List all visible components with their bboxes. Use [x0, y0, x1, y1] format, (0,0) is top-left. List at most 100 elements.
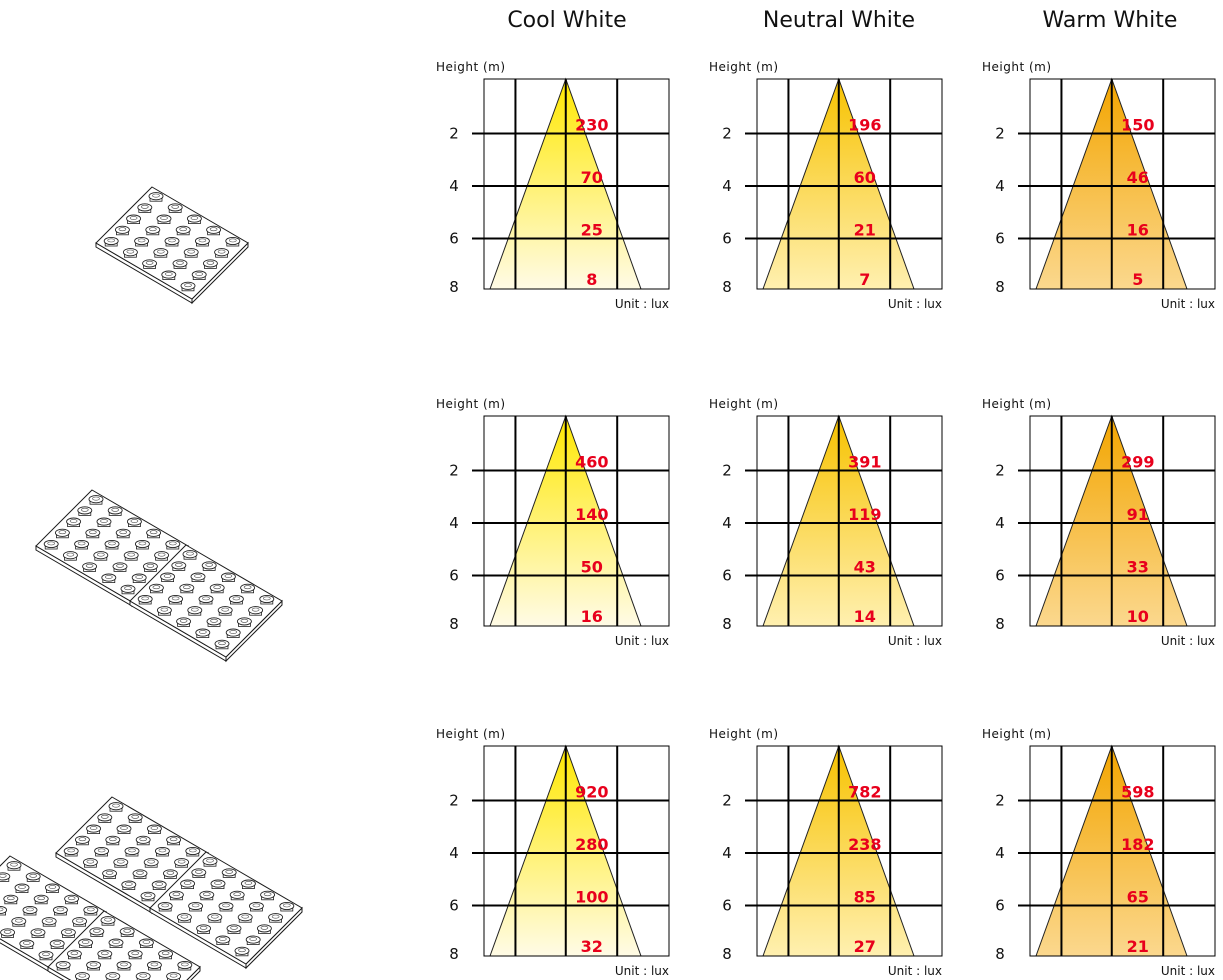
lux-value-label: 391 [848, 452, 881, 471]
luminaire-2-panels [35, 489, 283, 663]
height-tick-label: 6 [722, 230, 732, 248]
height-tick-label: 2 [722, 125, 732, 143]
lux-value-label: 119 [848, 505, 881, 524]
beam-chart-cool-white-row-2: Height (m) 2 4 6 8 460 140 50 16 Unit : lux [436, 397, 670, 648]
lux-value-label: 280 [575, 835, 608, 854]
lux-value-label: 100 [575, 887, 608, 906]
height-axis-label: Height (m) [709, 397, 779, 411]
lux-value-label: 32 [581, 937, 603, 956]
unit-label: Unit : lux [888, 964, 942, 978]
height-tick-label: 8 [995, 615, 1005, 633]
height-tick-label: 8 [995, 945, 1005, 963]
grid-frame [1029, 745, 1216, 957]
height-tick-label: 8 [449, 615, 459, 633]
column-title-warm-white: Warm White [1043, 8, 1178, 33]
led-module-panel [95, 186, 249, 305]
height-tick-label: 2 [449, 792, 459, 810]
unit-label: Unit : lux [888, 634, 942, 648]
lux-value-label: 43 [854, 557, 876, 576]
luminaire-4-panels [0, 796, 303, 980]
height-axis-label: Height (m) [982, 727, 1052, 741]
height-tick-label: 8 [449, 278, 459, 296]
column-title-neutral-white: Neutral White [763, 8, 915, 33]
unit-label: Unit : lux [888, 297, 942, 311]
height-tick-label: 8 [722, 945, 732, 963]
height-axis-label: Height (m) [436, 60, 506, 74]
beam-chart-cool-white-row-1: Height (m) 2 4 6 8 230 70 25 8 Unit : lux [436, 60, 670, 311]
lux-value-label: 10 [1127, 607, 1149, 626]
height-tick-label: 2 [722, 462, 732, 480]
height-tick-label: 6 [449, 897, 459, 915]
lux-value-label: 182 [1121, 835, 1154, 854]
height-axis-label: Height (m) [436, 727, 506, 741]
lux-value-label: 14 [854, 607, 876, 626]
grid-frame [483, 415, 670, 627]
lux-value-label: 5 [1132, 270, 1143, 289]
height-tick-label: 4 [449, 844, 459, 862]
height-tick-label: 4 [995, 514, 1005, 532]
unit-label: Unit : lux [1161, 634, 1215, 648]
grid-frame [483, 78, 670, 290]
beam-chart-warm-white-row-3: Height (m) 2 4 6 8 598 182 65 21 Unit : lux [982, 727, 1216, 978]
height-axis-label: Height (m) [982, 60, 1052, 74]
grid-frame [756, 745, 943, 957]
lux-value-label: 91 [1127, 505, 1149, 524]
height-tick-label: 2 [995, 792, 1005, 810]
lux-value-label: 8 [586, 270, 597, 289]
grid-frame [756, 78, 943, 290]
height-tick-label: 2 [449, 462, 459, 480]
lux-value-label: 33 [1127, 557, 1149, 576]
lux-value-label: 196 [848, 115, 881, 134]
unit-label: Unit : lux [1161, 964, 1215, 978]
height-tick-label: 2 [995, 462, 1005, 480]
lux-value-label: 460 [575, 452, 608, 471]
grid-frame [1029, 78, 1216, 290]
height-tick-label: 4 [449, 514, 459, 532]
lux-value-label: 140 [575, 505, 608, 524]
height-tick-label: 4 [995, 844, 1005, 862]
lux-value-label: 21 [854, 220, 876, 239]
lux-value-label: 16 [1127, 220, 1149, 239]
lux-value-label: 598 [1121, 782, 1154, 801]
height-tick-label: 2 [449, 125, 459, 143]
lux-value-label: 920 [575, 782, 608, 801]
unit-label: Unit : lux [615, 297, 669, 311]
height-tick-label: 6 [995, 567, 1005, 585]
lux-value-label: 60 [854, 168, 876, 187]
grid-frame [756, 415, 943, 627]
height-axis-label: Height (m) [982, 397, 1052, 411]
lux-value-label: 85 [854, 887, 876, 906]
height-tick-label: 8 [449, 945, 459, 963]
luminaire-1-panel [95, 186, 249, 305]
lux-value-label: 25 [581, 220, 603, 239]
led-module-panel [149, 851, 303, 970]
height-tick-label: 4 [995, 177, 1005, 195]
lux-value-label: 299 [1121, 452, 1154, 471]
beam-chart-cool-white-row-3: Height (m) 2 4 6 8 920 280 100 32 Unit : lux [436, 727, 670, 978]
height-tick-label: 6 [449, 230, 459, 248]
lux-value-label: 782 [848, 782, 881, 801]
lux-value-label: 150 [1121, 115, 1154, 134]
lux-value-label: 16 [581, 607, 603, 626]
height-tick-label: 2 [722, 792, 732, 810]
height-tick-label: 6 [449, 567, 459, 585]
height-tick-label: 6 [995, 897, 1005, 915]
height-tick-label: 4 [449, 177, 459, 195]
lux-value-label: 65 [1127, 887, 1149, 906]
unit-label: Unit : lux [615, 634, 669, 648]
lux-value-label: 50 [581, 557, 603, 576]
grid-frame [1029, 415, 1216, 627]
height-tick-label: 6 [995, 230, 1005, 248]
height-tick-label: 8 [995, 278, 1005, 296]
beam-chart-neutral-white-row-1: Height (m) 2 4 6 8 196 60 21 7 Unit : lux [709, 60, 943, 311]
height-axis-label: Height (m) [709, 60, 779, 74]
unit-label: Unit : lux [1161, 297, 1215, 311]
height-axis-label: Height (m) [709, 727, 779, 741]
height-tick-label: 4 [722, 177, 732, 195]
lux-value-label: 7 [859, 270, 870, 289]
unit-label: Unit : lux [615, 964, 669, 978]
height-tick-label: 6 [722, 567, 732, 585]
